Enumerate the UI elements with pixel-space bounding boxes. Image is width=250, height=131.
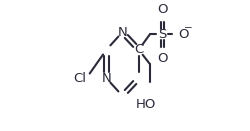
Text: C: C xyxy=(134,43,143,56)
Text: O: O xyxy=(157,3,167,16)
Text: O: O xyxy=(177,28,188,41)
Text: O: O xyxy=(157,52,167,65)
Text: Cl: Cl xyxy=(73,72,86,85)
Text: N: N xyxy=(101,72,111,85)
Text: HO: HO xyxy=(135,98,155,111)
Text: −: − xyxy=(183,23,192,33)
Text: S: S xyxy=(158,28,166,41)
Text: N: N xyxy=(117,26,127,39)
